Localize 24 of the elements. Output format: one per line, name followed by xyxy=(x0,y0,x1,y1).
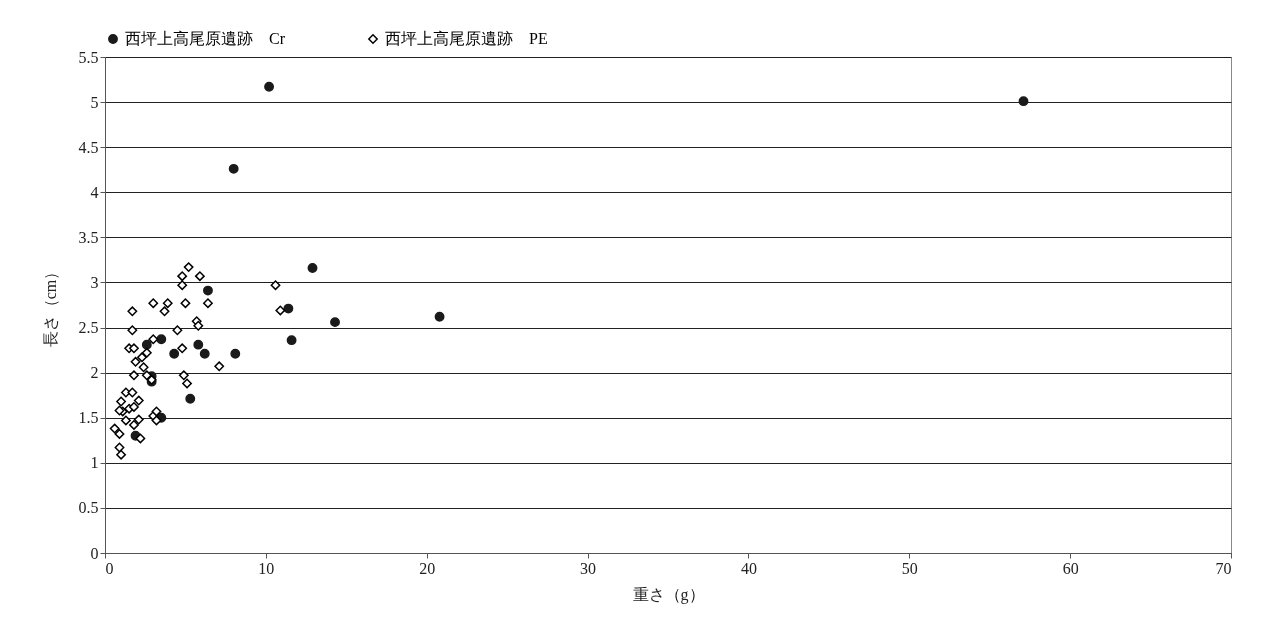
y-tick-label: 4.5 xyxy=(78,138,99,156)
y-tick-label: 5.5 xyxy=(78,48,99,66)
y-tick-label: 4 xyxy=(90,183,99,201)
x-tick-label: 20 xyxy=(419,559,436,577)
y-tick-label: 5 xyxy=(90,93,99,111)
y-tick-label: 3.5 xyxy=(78,228,99,246)
y-tick-label: 0.5 xyxy=(78,499,99,517)
x-tick-label: 60 xyxy=(1062,559,1079,577)
y-axis-title: 長さ（cm） xyxy=(41,263,59,348)
y-tick-label: 1.5 xyxy=(78,409,99,427)
y-tick-label: 2 xyxy=(90,364,99,382)
legend-label: 西坪上高尾原遺跡 PE xyxy=(385,30,548,47)
x-tick-label: 0 xyxy=(105,559,114,577)
x-tick-label: 50 xyxy=(901,559,918,577)
x-tick-label: 10 xyxy=(258,559,275,577)
y-tick-label: 1 xyxy=(90,454,99,472)
x-tick-label: 30 xyxy=(580,559,597,577)
y-tick-label: 0 xyxy=(90,544,99,562)
x-tick-label: 70 xyxy=(1215,559,1232,577)
y-tick-label: 3 xyxy=(90,273,99,291)
x-tick-label: 40 xyxy=(740,559,757,577)
y-tick-label: 2.5 xyxy=(78,319,99,337)
x-axis-title: 重さ（g） xyxy=(632,585,705,604)
legend-label: 西坪上高尾原遺跡 Cr xyxy=(125,30,286,47)
